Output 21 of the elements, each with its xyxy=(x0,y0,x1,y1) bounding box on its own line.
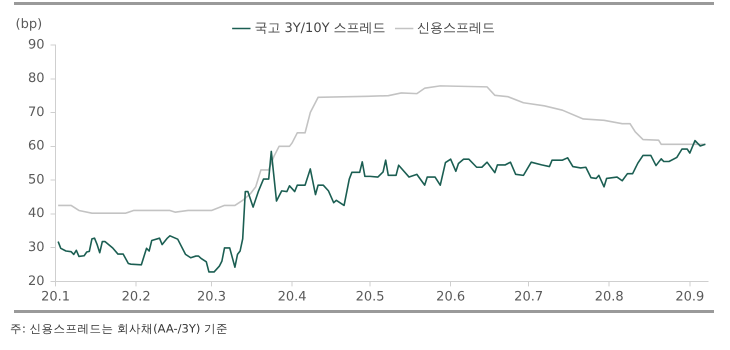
y-tick-label: 30 xyxy=(28,240,45,256)
y-tick-label: 40 xyxy=(28,206,45,222)
y-tick-label: 20 xyxy=(28,274,45,289)
x-tick-label: 20.8 xyxy=(594,290,624,305)
y-tick-label: 80 xyxy=(28,71,45,86)
x-tick-label: 20.9 xyxy=(675,290,704,305)
x-tick-label: 20.7 xyxy=(514,290,544,305)
y-tick-label: 50 xyxy=(28,172,45,188)
legend-label: 신용스프레드 xyxy=(417,20,496,36)
y-tick-label: 60 xyxy=(28,138,45,154)
x-tick-label: 20.1 xyxy=(41,290,70,305)
x-tick-label: 20.2 xyxy=(122,290,151,305)
x-tick-label: 20.3 xyxy=(197,290,226,305)
legend-label: 국고 3Y/10Y 스프레드 xyxy=(254,20,386,36)
x-tick-label: 20.4 xyxy=(278,290,307,305)
y-tick-label: 70 xyxy=(28,104,45,120)
y-tick-label: 90 xyxy=(28,37,45,52)
text: 주: 신용스프레드는 회사채(AA-/3Y) 기준 xyxy=(10,322,228,336)
y-axis-title: (bp) xyxy=(16,16,42,32)
x-tick-label: 20.5 xyxy=(356,290,385,305)
x-tick-label: 20.6 xyxy=(436,290,466,305)
